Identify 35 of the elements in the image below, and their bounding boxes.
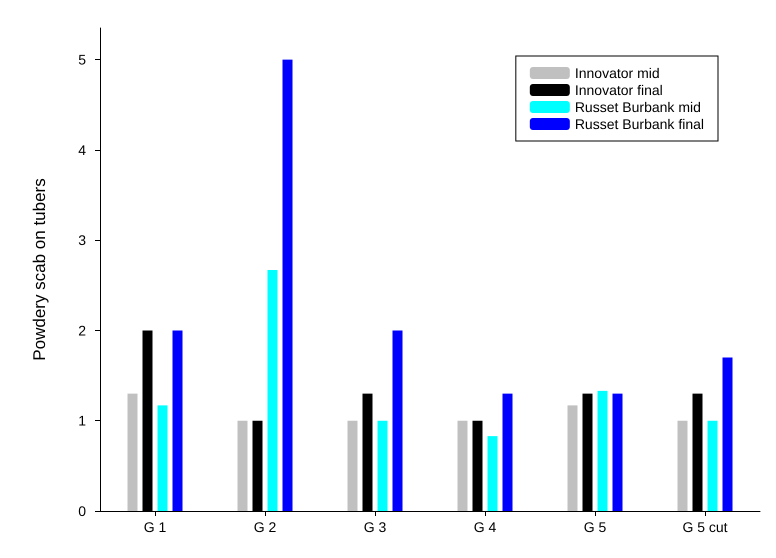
x-tick-label: G 5 — [584, 519, 606, 535]
bar — [598, 390, 608, 511]
legend-label: Russet Burbank final — [574, 116, 704, 132]
bar — [678, 420, 688, 511]
y-tick-label: 2 — [78, 322, 86, 338]
y-tick-label: 3 — [78, 232, 86, 248]
y-tick-label: 5 — [78, 52, 86, 68]
legend-label: Innovator final — [574, 82, 663, 98]
bar — [612, 394, 622, 511]
bar — [158, 405, 168, 511]
y-tick-label: 0 — [78, 503, 86, 519]
y-tick-label: 1 — [78, 412, 86, 429]
bar — [128, 394, 138, 511]
bar — [488, 436, 498, 511]
y-axis-title: Powdery scab on tubers — [30, 178, 49, 361]
bar — [708, 420, 718, 511]
x-tick-label: G 2 — [254, 519, 276, 535]
bar — [568, 405, 578, 511]
bar — [392, 330, 402, 511]
y-tick-label: 4 — [78, 142, 86, 158]
bar — [348, 420, 358, 511]
bar — [378, 420, 388, 511]
bar — [458, 420, 468, 511]
x-tick-label: G 1 — [144, 519, 166, 535]
bar — [172, 330, 182, 511]
bar — [722, 358, 732, 511]
x-tick-label: G 3 — [364, 519, 386, 535]
legend-label: Innovator mid — [574, 65, 660, 81]
legend-label: Russet Burbank mid — [574, 99, 701, 115]
bar — [282, 60, 292, 511]
x-tick-label: G 4 — [474, 519, 496, 535]
x-tick-label: G 5 cut — [682, 519, 728, 535]
bar — [268, 270, 278, 511]
bar — [238, 420, 248, 511]
bar — [502, 394, 512, 511]
